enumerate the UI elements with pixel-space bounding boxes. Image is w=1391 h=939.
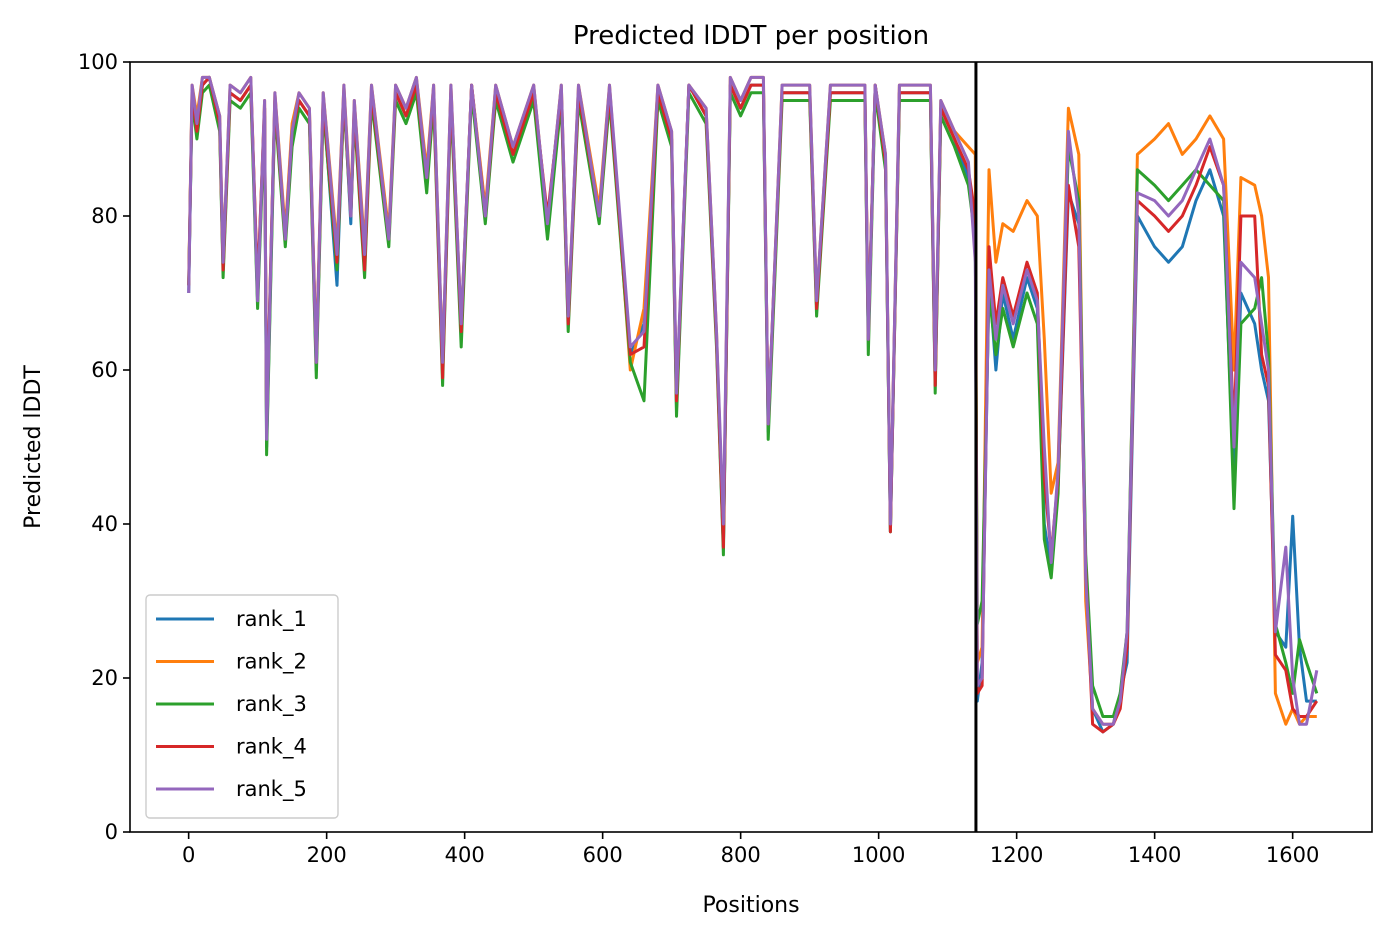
x-tick-label: 1200 <box>990 843 1043 867</box>
y-axis: 0 20 40 60 80 100 <box>78 50 130 844</box>
x-tick-label: 1400 <box>1128 843 1181 867</box>
legend-label-rank_1: rank_1 <box>236 607 307 632</box>
x-tick-label: 0 <box>182 843 195 867</box>
legend-label-rank_2: rank_2 <box>236 650 307 675</box>
y-tick-label: 40 <box>91 512 118 536</box>
y-tick-label: 60 <box>91 358 118 382</box>
legend-frame <box>145 594 339 819</box>
y-tick-label: 0 <box>105 820 118 844</box>
x-axis-label: Positions <box>702 893 799 918</box>
x-tick-label: 200 <box>307 843 347 867</box>
x-tick-label: 800 <box>721 843 761 867</box>
x-axis: 0 200 400 600 800 1000 1200 1400 1600 <box>182 832 1319 867</box>
series-line-rank_5 <box>187 75 1319 726</box>
y-tick-label: 100 <box>78 50 118 74</box>
series-layer <box>187 75 1319 734</box>
chart-title: Predicted lDDT per position <box>573 21 929 51</box>
legend-label-rank_4: rank_4 <box>236 735 307 760</box>
y-tick-label: 20 <box>91 666 118 690</box>
legend-label-rank_3: rank_3 <box>236 692 307 717</box>
x-tick-label: 600 <box>583 843 623 867</box>
legend: rank_1 rank_2 rank_3 rank_4 rank_5 <box>145 594 339 819</box>
x-tick-label: 1000 <box>852 843 905 867</box>
x-tick-label: 1600 <box>1266 843 1319 867</box>
x-tick-label: 400 <box>445 843 485 867</box>
legend-label-rank_5: rank_5 <box>236 777 307 802</box>
y-axis-label: Predicted lDDT <box>21 365 46 529</box>
y-tick-label: 80 <box>91 204 118 228</box>
plot-frame <box>129 61 1373 833</box>
